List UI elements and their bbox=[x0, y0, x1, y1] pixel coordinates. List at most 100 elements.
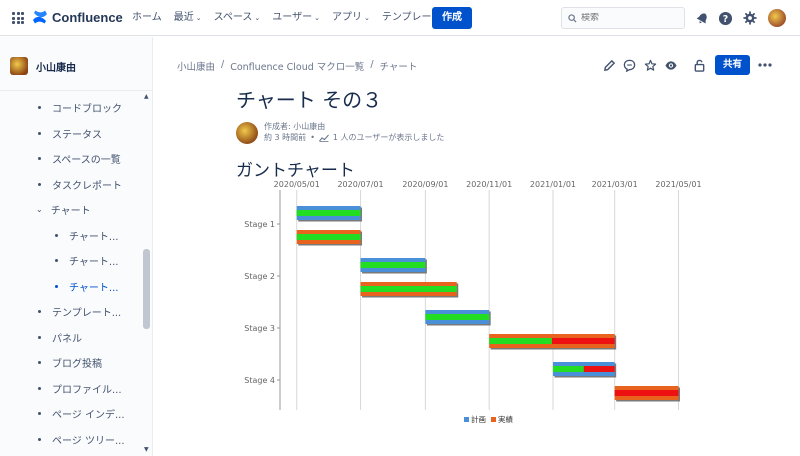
sidebar-item-label: ページ インデ... bbox=[52, 410, 125, 422]
bullet-icon bbox=[38, 310, 41, 314]
sidebar-item-label: ページ ツリー... bbox=[52, 435, 125, 447]
chevron-down-icon[interactable]: ⌄ bbox=[36, 205, 43, 215]
nav-item-label: ユーザー bbox=[272, 12, 313, 23]
sidebar-tree-item[interactable]: ステータス bbox=[0, 121, 142, 147]
sidebar-item-label: ステータス bbox=[52, 129, 102, 141]
gantt-progress bbox=[489, 338, 552, 344]
sidebar-tree-item[interactable]: ページ インデ... bbox=[0, 401, 142, 427]
sidebar-tree-item[interactable]: テンプレート... bbox=[0, 299, 142, 325]
sidebar-tree-item[interactable]: ページ ツリー... bbox=[0, 427, 142, 453]
sidebar-tree-item[interactable]: チャート... bbox=[0, 248, 142, 274]
sidebar-item-label: チャート... bbox=[69, 231, 119, 243]
chevron-down-icon: ⌄ bbox=[363, 14, 370, 22]
search-field[interactable] bbox=[561, 7, 685, 29]
x-tick-label: 2021/03/01 bbox=[592, 180, 638, 189]
bullet-icon bbox=[38, 361, 41, 365]
page-tree: コードブロックステータススペースの一覧タスクレポート ⌄ チャートチャート... チャ… bbox=[0, 95, 142, 452]
app-switcher-icon[interactable] bbox=[12, 12, 24, 24]
scroll-down-arrow-icon[interactable]: ▼ bbox=[144, 446, 149, 453]
byline-author[interactable]: 作成者: 小山康由 bbox=[264, 122, 326, 131]
breadcrumb-item[interactable]: チャート bbox=[379, 62, 418, 73]
bullet-icon bbox=[38, 437, 41, 441]
nav-item[interactable]: ホーム bbox=[126, 0, 168, 36]
sidebar-item-label: パネル bbox=[52, 333, 82, 345]
gantt-progress bbox=[425, 314, 490, 320]
more-actions-icon[interactable] bbox=[756, 56, 774, 74]
byline-time: 約 3 時間前 bbox=[264, 133, 307, 142]
breadcrumb-separator: / bbox=[370, 59, 374, 70]
breadcrumb-separator: / bbox=[221, 59, 225, 70]
nav-item[interactable]: スペース ⌄ bbox=[208, 0, 267, 36]
gantt-progress bbox=[296, 234, 361, 240]
page-title: チャート その３ bbox=[236, 88, 383, 112]
nav-item-label: 最近 bbox=[173, 12, 194, 23]
space-name: 小山康由 bbox=[36, 62, 76, 74]
x-tick-label: 2020/05/01 bbox=[274, 180, 320, 189]
notification-bell-icon[interactable] bbox=[693, 9, 711, 27]
nav-item[interactable]: ユーザー ⌄ bbox=[266, 0, 326, 36]
gantt-progress bbox=[360, 286, 457, 292]
nav-item-label: アプリ bbox=[331, 12, 362, 23]
share-button[interactable]: 共有 bbox=[715, 55, 751, 75]
sidebar-tree-item[interactable]: タスクレポート bbox=[0, 172, 142, 198]
bullet-icon bbox=[55, 233, 58, 237]
scrollbar-thumb[interactable] bbox=[143, 249, 150, 329]
bullet-icon bbox=[38, 412, 41, 416]
help-icon[interactable]: ? bbox=[716, 9, 734, 27]
create-button[interactable]: 作成 bbox=[432, 7, 472, 29]
bullet-icon bbox=[38, 335, 41, 339]
nav-item[interactable]: テンプレート bbox=[376, 0, 448, 36]
search-icon bbox=[568, 13, 577, 23]
sidebar-item-label: チャート... bbox=[69, 282, 119, 294]
sidebar-tree-item[interactable]: パネル bbox=[0, 325, 142, 351]
settings-gear-icon[interactable] bbox=[741, 9, 759, 27]
bullet-icon bbox=[38, 106, 41, 110]
search-input[interactable] bbox=[581, 13, 681, 23]
y-tick-label: Stage 2 bbox=[244, 272, 275, 281]
unlock-icon[interactable] bbox=[690, 56, 708, 74]
sidebar-tree-item[interactable]: チャート... bbox=[0, 274, 142, 300]
sidebar-tree-item[interactable]: スペースの一覧 bbox=[0, 146, 142, 172]
breadcrumb-item[interactable]: Confluence Cloud マクロ一覧 bbox=[230, 62, 365, 73]
byline-dot: • bbox=[310, 133, 315, 142]
space-header[interactable]: 小山康由 bbox=[10, 57, 76, 75]
user-avatar[interactable] bbox=[768, 9, 786, 27]
sidebar-item-label: テンプレート... bbox=[52, 308, 122, 320]
sidebar-item-label: ブログ投稿 bbox=[52, 359, 102, 371]
author-avatar[interactable] bbox=[236, 122, 258, 144]
sidebar-tree-item[interactable]: チャート... bbox=[0, 223, 142, 249]
sidebar-tree-item[interactable]: ブログ投稿 bbox=[0, 350, 142, 376]
nav-item[interactable]: アプリ ⌄ bbox=[326, 0, 376, 36]
breadcrumb: 小山康由 / Confluence Cloud マクロ一覧 / チャート bbox=[177, 59, 417, 73]
chevron-down-icon: ⌄ bbox=[195, 14, 202, 22]
bullet-icon bbox=[38, 131, 41, 135]
star-icon[interactable] bbox=[641, 56, 659, 74]
y-tick-label: Stage 3 bbox=[244, 324, 275, 333]
watch-eye-icon[interactable] bbox=[662, 56, 680, 74]
sidebar-item-label: チャート... bbox=[69, 257, 119, 269]
legend-swatch bbox=[464, 417, 469, 422]
sidebar-item-label: スペースの一覧 bbox=[52, 155, 121, 167]
comment-icon[interactable] bbox=[620, 56, 638, 74]
section-heading: ガントチャート bbox=[236, 161, 355, 181]
chevron-down-icon: ⌄ bbox=[254, 14, 261, 22]
gantt-progress bbox=[360, 262, 426, 268]
sidebar-item-label: チャート bbox=[50, 206, 91, 218]
confluence-logo[interactable]: Confluence bbox=[32, 9, 123, 25]
x-tick-label: 2020/07/01 bbox=[337, 180, 383, 189]
bullet-icon bbox=[38, 157, 41, 161]
sidebar-tree-item[interactable]: コードブロック bbox=[0, 95, 142, 121]
scroll-up-arrow-icon[interactable]: ▲ bbox=[144, 93, 149, 100]
chevron-down-icon: ⌄ bbox=[314, 14, 320, 22]
sidebar-scrollbar[interactable]: ▲ ▼ bbox=[142, 91, 151, 456]
breadcrumb-item[interactable]: 小山康由 bbox=[177, 62, 216, 73]
sidebar-tree-item[interactable]: ⌄ チャート bbox=[0, 197, 142, 223]
x-tick-label: 2020/11/01 bbox=[466, 180, 512, 189]
edit-pencil-icon[interactable] bbox=[600, 56, 618, 74]
byline-views[interactable]: 1 人のユーザーが表示しました bbox=[332, 133, 445, 142]
x-tick-label: 2020/09/01 bbox=[402, 180, 448, 189]
nav-item[interactable]: 最近 ⌄ bbox=[168, 0, 208, 36]
sidebar-tree-item[interactable]: プロファイル... bbox=[0, 376, 142, 402]
gantt-progress bbox=[552, 366, 584, 372]
x-tick-label: 2021/01/01 bbox=[530, 180, 576, 189]
